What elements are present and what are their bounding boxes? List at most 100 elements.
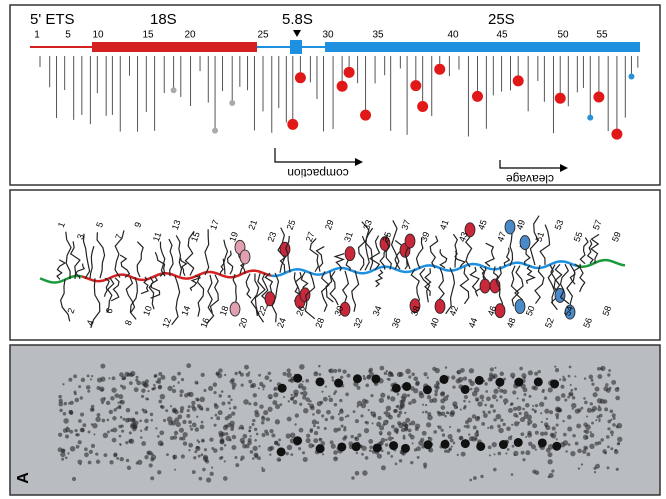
em-dot [615,395,620,401]
em-dot [502,398,509,404]
segment-label: 32 [352,316,365,329]
squiggle [454,250,466,268]
em-dot [179,436,183,441]
em-dot [200,453,204,457]
em-dot [433,430,438,434]
em-particle [537,438,547,448]
em-particle [476,441,486,451]
em-dot [57,432,63,437]
em-dot [286,444,293,451]
em-dot [197,403,201,408]
em-dot [231,411,236,416]
em-dot [517,421,520,424]
em-dot [405,368,411,375]
squiggle [539,224,551,265]
panel-letter: A [15,472,32,484]
em-dot [512,390,517,395]
em-dot [415,380,420,386]
em-dot [484,403,488,407]
em-dot [492,375,496,378]
segment-label: 53 [553,218,566,231]
em-dot [394,462,398,466]
em-dot [313,438,319,444]
em-dot [455,406,459,409]
em-dot [215,371,220,376]
squiggle [390,220,400,270]
tag-blob [229,301,241,317]
em-dot [181,436,186,441]
squiggle [325,271,334,303]
squiggle [439,249,448,269]
em-dot [78,419,82,423]
em-dot [96,385,101,391]
em-dot [213,448,218,453]
em-dot [534,448,537,451]
segment-label: 24 [275,316,288,329]
em-dot [78,385,82,389]
em-dot [119,372,124,377]
em-dot [380,392,386,398]
em-dot [210,416,213,420]
em-dot [547,452,553,458]
em-dot [80,412,85,417]
em-dot [316,401,322,407]
em-particle [439,374,449,384]
em-dot [410,460,414,465]
em-dot [611,379,617,385]
squiggle [495,266,504,311]
em-dot [239,372,244,377]
em-dot [590,378,594,382]
em-dot [62,383,65,386]
segment-label: 17 [208,218,221,231]
em-dot [174,417,180,423]
em-dot [205,407,210,412]
em-dot [111,387,117,393]
em-dot [491,441,497,448]
em-dot [248,425,252,429]
squiggle [315,246,325,272]
em-dot [77,440,82,445]
em-dot [395,405,399,409]
em-dot [361,445,367,451]
segment-label: 48 [505,316,518,329]
squiggle [419,268,431,303]
em-dot [560,393,566,398]
em-dot [114,393,119,398]
em-dot [606,466,610,470]
em-dot [267,393,273,400]
em-dot [580,406,584,410]
em-dot [361,452,364,456]
em-dot [527,430,532,436]
em-dot [594,386,600,392]
tag-blob [344,246,356,262]
em-particle [422,385,432,395]
s18-label: 18S [150,11,177,28]
em-dot [293,389,299,396]
em-dot [380,449,384,453]
em-dot [426,395,432,400]
em-dot [308,443,314,449]
compaction-head [355,158,363,166]
em-dot [571,402,577,409]
em-dot [356,385,361,390]
em-dot [605,435,610,439]
em-dot [426,376,429,379]
em-dot [173,457,176,460]
em-dot [106,418,110,422]
em-dot [166,416,173,422]
em-dot [600,438,604,442]
em-dot [89,378,93,381]
em-dot [238,370,242,374]
em-dot [400,427,406,433]
segment-label: 39 [419,230,432,243]
em-dot [544,408,550,414]
tag-blob [464,222,476,238]
segment-label: 45 [476,218,489,231]
em-dot [506,426,511,432]
squiggle [285,235,291,273]
squiggle [184,230,195,276]
em-dot [475,398,479,402]
em-dot [101,418,106,423]
em-dot [402,436,406,440]
squiggle [424,268,432,296]
